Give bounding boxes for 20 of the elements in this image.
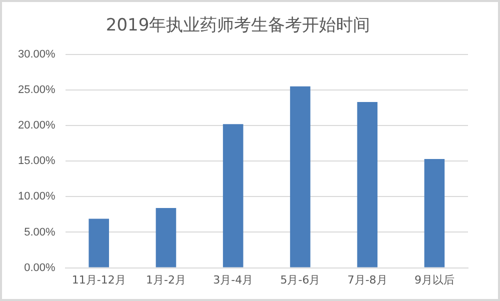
- y-tick-label: 30.00%: [18, 48, 56, 60]
- chart-title: 2019年执业药师考生备考开始时间: [106, 16, 370, 36]
- bar: [156, 208, 176, 268]
- y-tick-label: 5.00%: [24, 226, 56, 238]
- y-tick-label: 20.00%: [18, 120, 56, 132]
- y-tick-label: 10.00%: [18, 190, 56, 203]
- bar: [88, 218, 110, 268]
- bar: [290, 86, 310, 268]
- x-tick-label: 5月-6月: [280, 273, 320, 286]
- x-tick-label: 11月-12月: [72, 273, 126, 286]
- x-tick-label: 9月以后: [414, 273, 454, 286]
- bar: [222, 124, 244, 268]
- y-tick-label: 25.00%: [18, 84, 56, 96]
- y-tick-label: 15.00%: [18, 155, 56, 168]
- x-tick-label: 3月-4月: [213, 273, 254, 286]
- y-tick-label: 0.00%: [24, 262, 56, 274]
- bar: [424, 158, 445, 268]
- x-tick-label: 7月-8月: [347, 273, 388, 286]
- bar: [357, 102, 378, 268]
- x-tick-label: 1月-2月: [146, 273, 186, 286]
